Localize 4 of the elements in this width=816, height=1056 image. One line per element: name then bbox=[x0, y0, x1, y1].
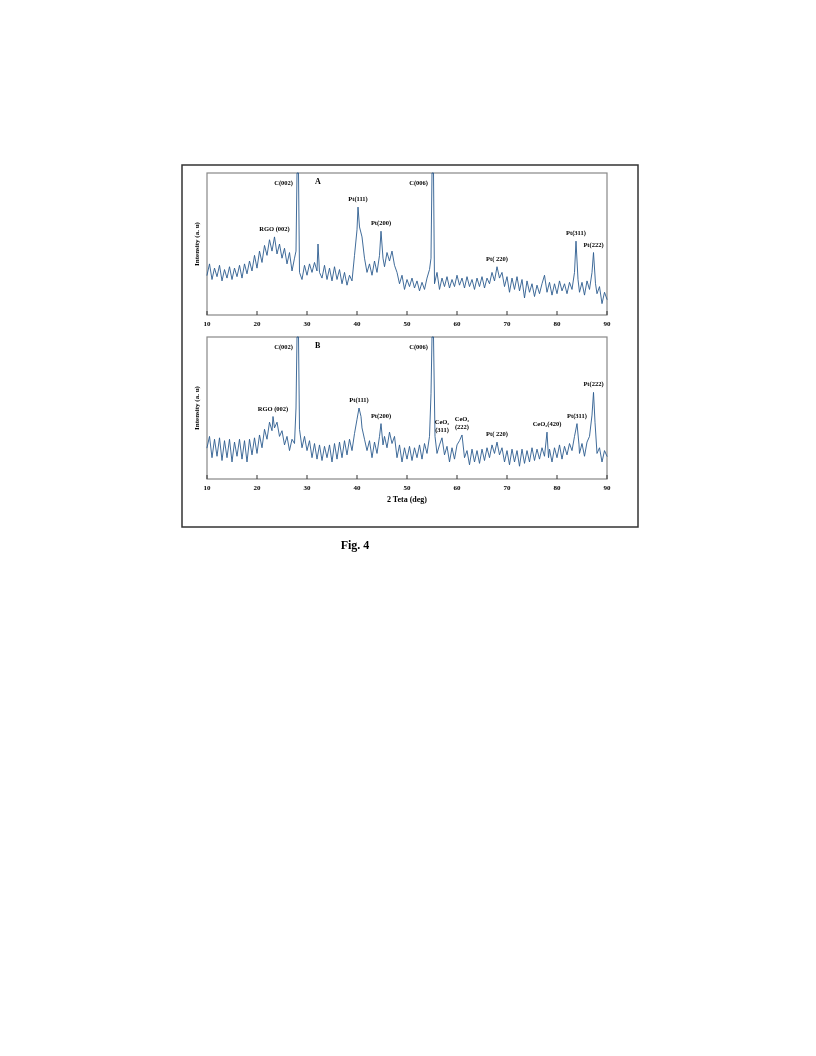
text: B bbox=[315, 341, 321, 350]
caption: Fig. 4 bbox=[340, 538, 370, 552]
x-axis-title: 2 Teta (deg) bbox=[387, 495, 428, 504]
text: A bbox=[315, 177, 321, 186]
